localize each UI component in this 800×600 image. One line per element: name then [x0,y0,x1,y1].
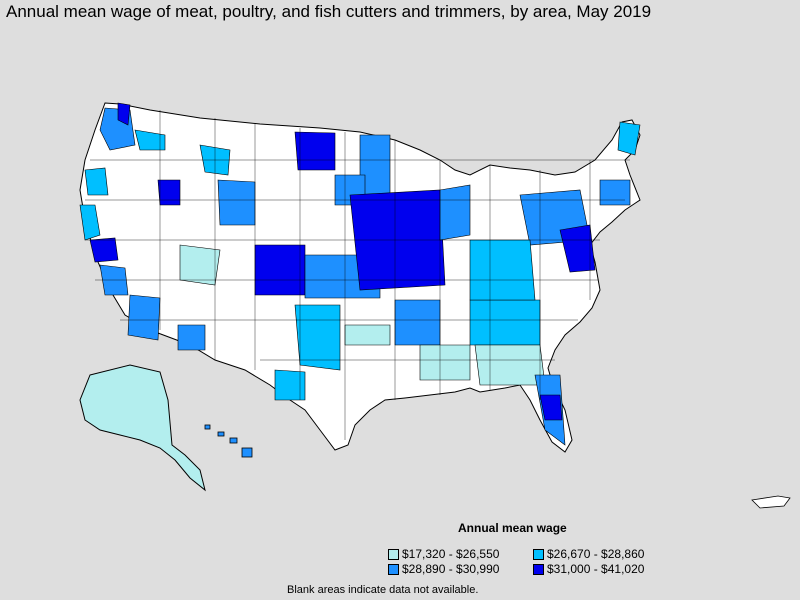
legend-swatch-4 [533,563,544,575]
legend-item-1: $17,320 - $26,550 [388,547,499,561]
footnote: Blank areas indicate data not available. [287,584,479,596]
alaska-outline [79,364,206,492]
legend-item-4: $31,000 - $41,020 [533,562,644,576]
legend-item-2: $26,670 - $28,860 [533,547,644,561]
hawaii-islands [204,424,253,458]
legend-title: Annual mean wage [458,521,567,535]
legend-swatch-3 [388,563,399,575]
legend-swatch-2 [533,548,544,560]
legend-item-3: $28,890 - $30,990 [388,562,499,576]
map-title: Annual mean wage of meat, poultry, and f… [6,2,652,21]
puerto-rico [751,495,791,509]
legend-swatch-1 [388,548,399,560]
legend-label-4: $31,000 - $41,020 [547,562,645,576]
legend-label-2: $26,670 - $28,860 [547,547,645,561]
legend-label-3: $28,890 - $30,990 [402,562,500,576]
area-borders [85,110,630,440]
legend-label-1: $17,320 - $26,550 [402,547,500,561]
